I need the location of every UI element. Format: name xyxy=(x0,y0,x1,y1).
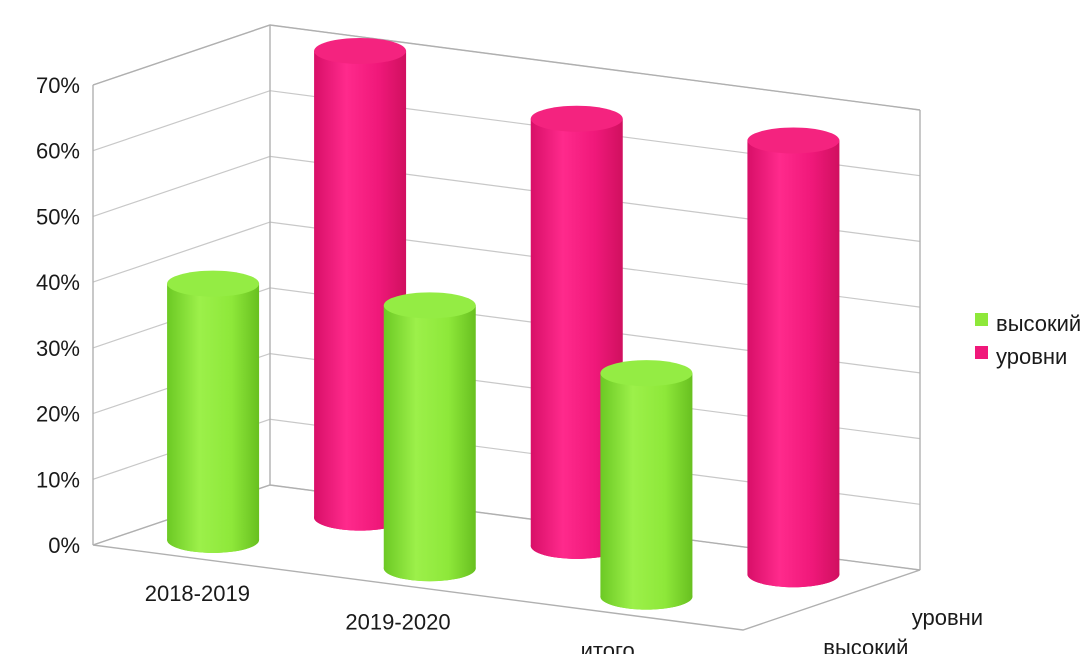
cylinder-body xyxy=(167,283,260,553)
depth-axis-label: уровни xyxy=(912,605,983,630)
cylinder-top xyxy=(314,37,407,64)
axis-labels: 0% 10% 20% 30% 40% 50% 60% 70% 2018-2019 2019-202… xyxy=(36,73,983,659)
y-tick-label: 60% xyxy=(36,139,80,164)
cylinder-top xyxy=(747,127,840,154)
x-category-label: 2019-2020 xyxy=(345,610,450,635)
cylinder-body xyxy=(600,373,693,610)
cylinder-top xyxy=(530,105,623,132)
legend-label: высокий xyxy=(996,311,1081,336)
x-category-label: итого xyxy=(581,638,635,654)
y-tick-label: 50% xyxy=(36,204,80,229)
cylinder-top xyxy=(167,270,260,297)
legend-label: уровни xyxy=(996,344,1067,369)
y-tick-label: 20% xyxy=(36,402,80,427)
legend-swatch xyxy=(975,346,988,359)
depth-axis-label: высокий xyxy=(823,635,908,654)
y-tick-label: 0% xyxy=(48,533,80,558)
cylinder-bar xyxy=(600,360,693,610)
chart-frame xyxy=(92,24,921,631)
plot-area xyxy=(167,37,840,610)
legend-swatch xyxy=(975,313,988,326)
cylinder-bar xyxy=(167,270,260,553)
gridline xyxy=(92,24,921,111)
x-category-label: 2018-2019 xyxy=(145,581,250,606)
y-tick-label: 30% xyxy=(36,336,80,361)
y-tick-label: 70% xyxy=(36,73,80,98)
cylinder-bar xyxy=(383,292,476,582)
cylinder-top xyxy=(600,360,693,387)
cylinder-body xyxy=(530,118,623,559)
cylinder-body xyxy=(314,50,407,531)
cylinder-body xyxy=(383,305,476,582)
cylinder-body xyxy=(747,140,840,588)
wall-top-edge xyxy=(92,24,921,111)
cylinder-top xyxy=(383,292,476,319)
y-tick-label: 40% xyxy=(36,270,80,295)
legend: высокий уровни xyxy=(975,311,1081,369)
cylinder-bar xyxy=(747,127,840,588)
cylinder-bar xyxy=(314,37,407,531)
y-tick-label: 10% xyxy=(36,467,80,492)
cylinder-bar xyxy=(530,105,623,559)
